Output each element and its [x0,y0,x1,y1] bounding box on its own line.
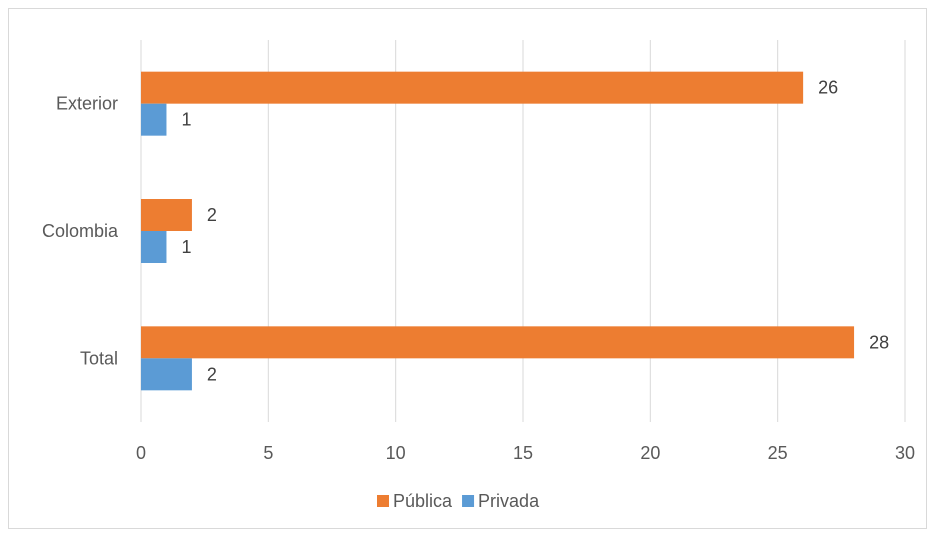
data-label: 1 [181,237,191,257]
bar-privada-total [141,358,192,391]
x-tick-label: 25 [768,443,788,463]
category-label: Total [80,348,118,368]
bars [141,71,855,391]
data-label: 2 [207,364,217,384]
x-tick-label: 30 [895,443,915,463]
bar-pblica-exterior [141,71,804,104]
data-label: 2 [207,205,217,225]
legend-swatch [377,495,389,507]
x-tick-label: 0 [136,443,146,463]
category-label: Colombia [42,221,119,241]
legend-swatch [462,495,475,507]
bar-privada-exterior [141,103,167,136]
legend-label: Privada [478,491,540,511]
legend: Pública Privada [377,491,540,511]
x-tick-label: 20 [640,443,660,463]
bar-pblica-colombia [141,199,192,231]
data-label: 1 [181,110,191,130]
bar-pblica-total [141,326,855,359]
axis-labels: 0 5 10 15 20 25 30 Exterior Colombia Total [42,94,915,463]
x-tick-label: 15 [513,443,533,463]
x-tick-label: 5 [263,443,273,463]
x-tick-label: 10 [386,443,406,463]
data-label: 28 [869,332,889,352]
legend-label: Pública [393,491,453,511]
category-label: Exterior [56,94,118,114]
bar-privada-colombia [141,231,167,263]
data-label: 26 [818,78,838,98]
